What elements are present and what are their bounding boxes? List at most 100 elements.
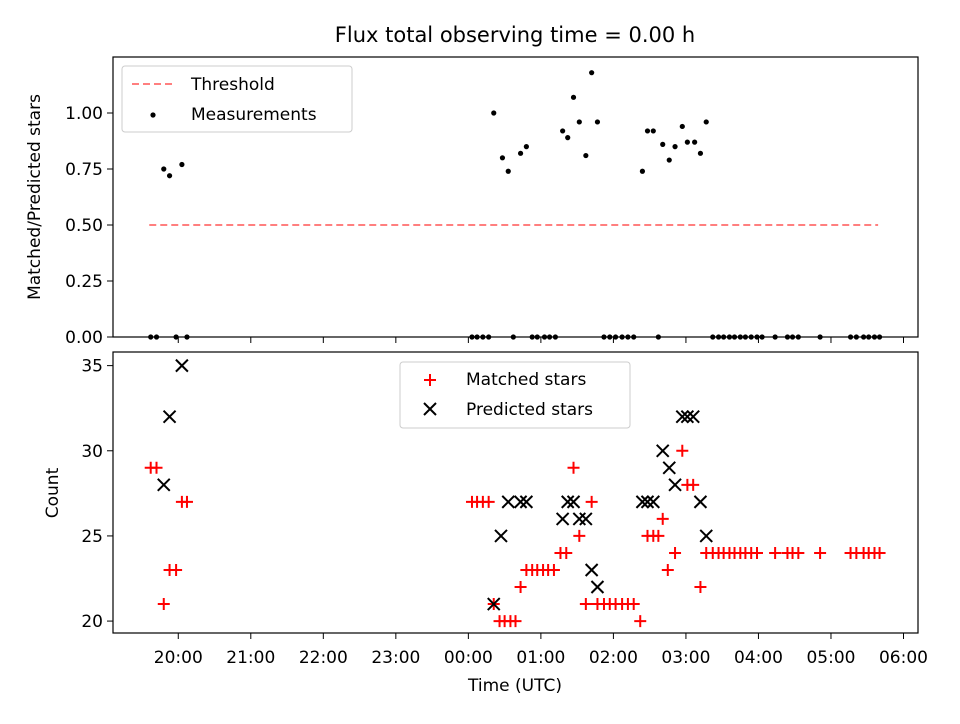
predicted-star-point: [175, 358, 189, 373]
top-ytick-label: 0.00: [65, 328, 103, 348]
matched-star-point: [482, 495, 495, 508]
measurement-point: [679, 123, 685, 130]
predicted-legend-swatch: [423, 402, 437, 416]
bottom-ytick-label: 25: [81, 527, 103, 547]
measurement-point: [560, 128, 566, 134]
matched-star-point: [687, 478, 700, 491]
matched-star-point: [769, 546, 782, 559]
matched-star-point: [157, 598, 170, 611]
predicted-star-point: [157, 478, 171, 492]
predicted-star-point: [635, 495, 650, 509]
measurement-point: [684, 139, 690, 145]
matched-star-point: [694, 581, 707, 594]
matched-star-point: [656, 512, 669, 525]
threshold-legend-label: Threshold: [190, 75, 275, 95]
top-ytick-label: 0.50: [65, 216, 103, 236]
bottom-xtick-label: 21:00: [226, 648, 275, 668]
matched-star-point: [873, 546, 886, 559]
matched-star-point: [669, 546, 682, 559]
predicted-star-point: [561, 495, 575, 509]
matched-star-point: [751, 546, 763, 559]
bottom-xtick-label: 00:00: [444, 648, 493, 668]
bottom-xtick-label: 01:00: [516, 648, 565, 668]
matched-legend-label: Matched stars: [466, 370, 586, 390]
measurement-point: [161, 166, 167, 172]
bottom-xtick-label: 20:00: [154, 648, 203, 668]
matched-star-point: [634, 615, 647, 628]
predicted-star-point: [501, 495, 515, 509]
measurement-point: [697, 150, 704, 156]
matched-star-point: [560, 546, 573, 559]
predicted-star-point: [668, 478, 682, 492]
measurement-point: [491, 110, 497, 116]
measurement-point: [517, 150, 524, 156]
matched-star-point: [627, 598, 640, 611]
measurement-point: [576, 119, 582, 125]
bottom-xlabel: Time (UTC): [467, 676, 562, 696]
bottom-ylabel: Count: [43, 467, 63, 518]
matched-star-point: [652, 529, 665, 542]
measurement-point: [589, 70, 595, 76]
top-ytick-label: 0.75: [65, 160, 103, 180]
bottom-xtick-label: 06:00: [879, 648, 928, 668]
top-ytick-label: 0.25: [65, 272, 103, 292]
measurement-point: [179, 161, 185, 168]
matched-star-point: [579, 598, 592, 611]
bottom-count-panel: 20 25 30 35 20:00 21:00 22:00 23:00 00:00 01:00 02…: [81, 351, 928, 668]
measurement-point: [639, 168, 646, 174]
bottom-legend: Matched stars Predicted stars: [399, 361, 631, 429]
matched-star-point: [150, 461, 163, 474]
bottom-legend-box: [399, 361, 631, 429]
bottom-xtick-label: 04:00: [734, 648, 783, 668]
matched-star-point: [585, 495, 598, 508]
measurement-point: [499, 155, 506, 161]
bottom-xtick-label: 22:00: [299, 648, 348, 668]
top-ratio-panel: 0.00 0.25 0.50 0.75 1.00: [65, 56, 919, 348]
bottom-xtick-label: 02:00: [589, 648, 638, 668]
matched-star-point: [814, 546, 827, 559]
measurement-point: [660, 141, 666, 147]
matched-star-point: [514, 581, 527, 594]
bottom-ytick-label: 35: [81, 357, 103, 377]
predicted-legend-label: Predicted stars: [466, 400, 593, 420]
measurement-point: [644, 128, 651, 134]
predicted-star-point: [640, 495, 655, 509]
measurement-point: [505, 168, 511, 174]
matched-star-point: [170, 563, 183, 576]
predicted-star-point: [494, 529, 508, 543]
predicted-star-point: [487, 597, 501, 611]
predicted-star-point: [680, 410, 695, 424]
measurement-point: [523, 144, 529, 150]
measurement-point: [703, 119, 709, 125]
matched-star-point: [792, 546, 805, 559]
matched-star-point: [661, 563, 674, 576]
predicted-star-point: [590, 580, 605, 594]
predicted-star-point: [656, 444, 670, 458]
matched-star-point: [547, 563, 560, 576]
predicted-star-point: [513, 495, 528, 509]
measurements-legend-swatch: [150, 112, 156, 118]
matched-star-point: [180, 495, 193, 508]
figure-title: Flux total observing time = 0.00 h: [335, 23, 695, 47]
predicted-star-point: [699, 529, 713, 543]
measurement-point: [594, 119, 601, 125]
predicted-star-point: [646, 495, 661, 509]
matched-star-point: [509, 615, 522, 628]
predicted-star-point: [686, 410, 700, 424]
bottom-xtick-label: 05:00: [806, 648, 855, 668]
measurement-point: [692, 139, 698, 145]
measurements-legend-label: Measurements: [191, 105, 317, 125]
predicted-star-point: [566, 495, 581, 509]
bottom-xtick-label: 23:00: [371, 648, 420, 668]
top-legend: Threshold Measurements: [121, 65, 353, 133]
measurement-point: [570, 94, 577, 100]
bottom-xtick-label: 03:00: [661, 648, 710, 668]
predicted-star-point: [579, 512, 593, 526]
predicted-star-point: [662, 461, 676, 475]
bottom-ytick-label: 30: [81, 442, 103, 462]
bottom-plot-frame: [112, 351, 919, 634]
predicted-star-point: [572, 512, 587, 526]
measurement-point: [583, 152, 589, 159]
measurement-point: [166, 173, 173, 179]
